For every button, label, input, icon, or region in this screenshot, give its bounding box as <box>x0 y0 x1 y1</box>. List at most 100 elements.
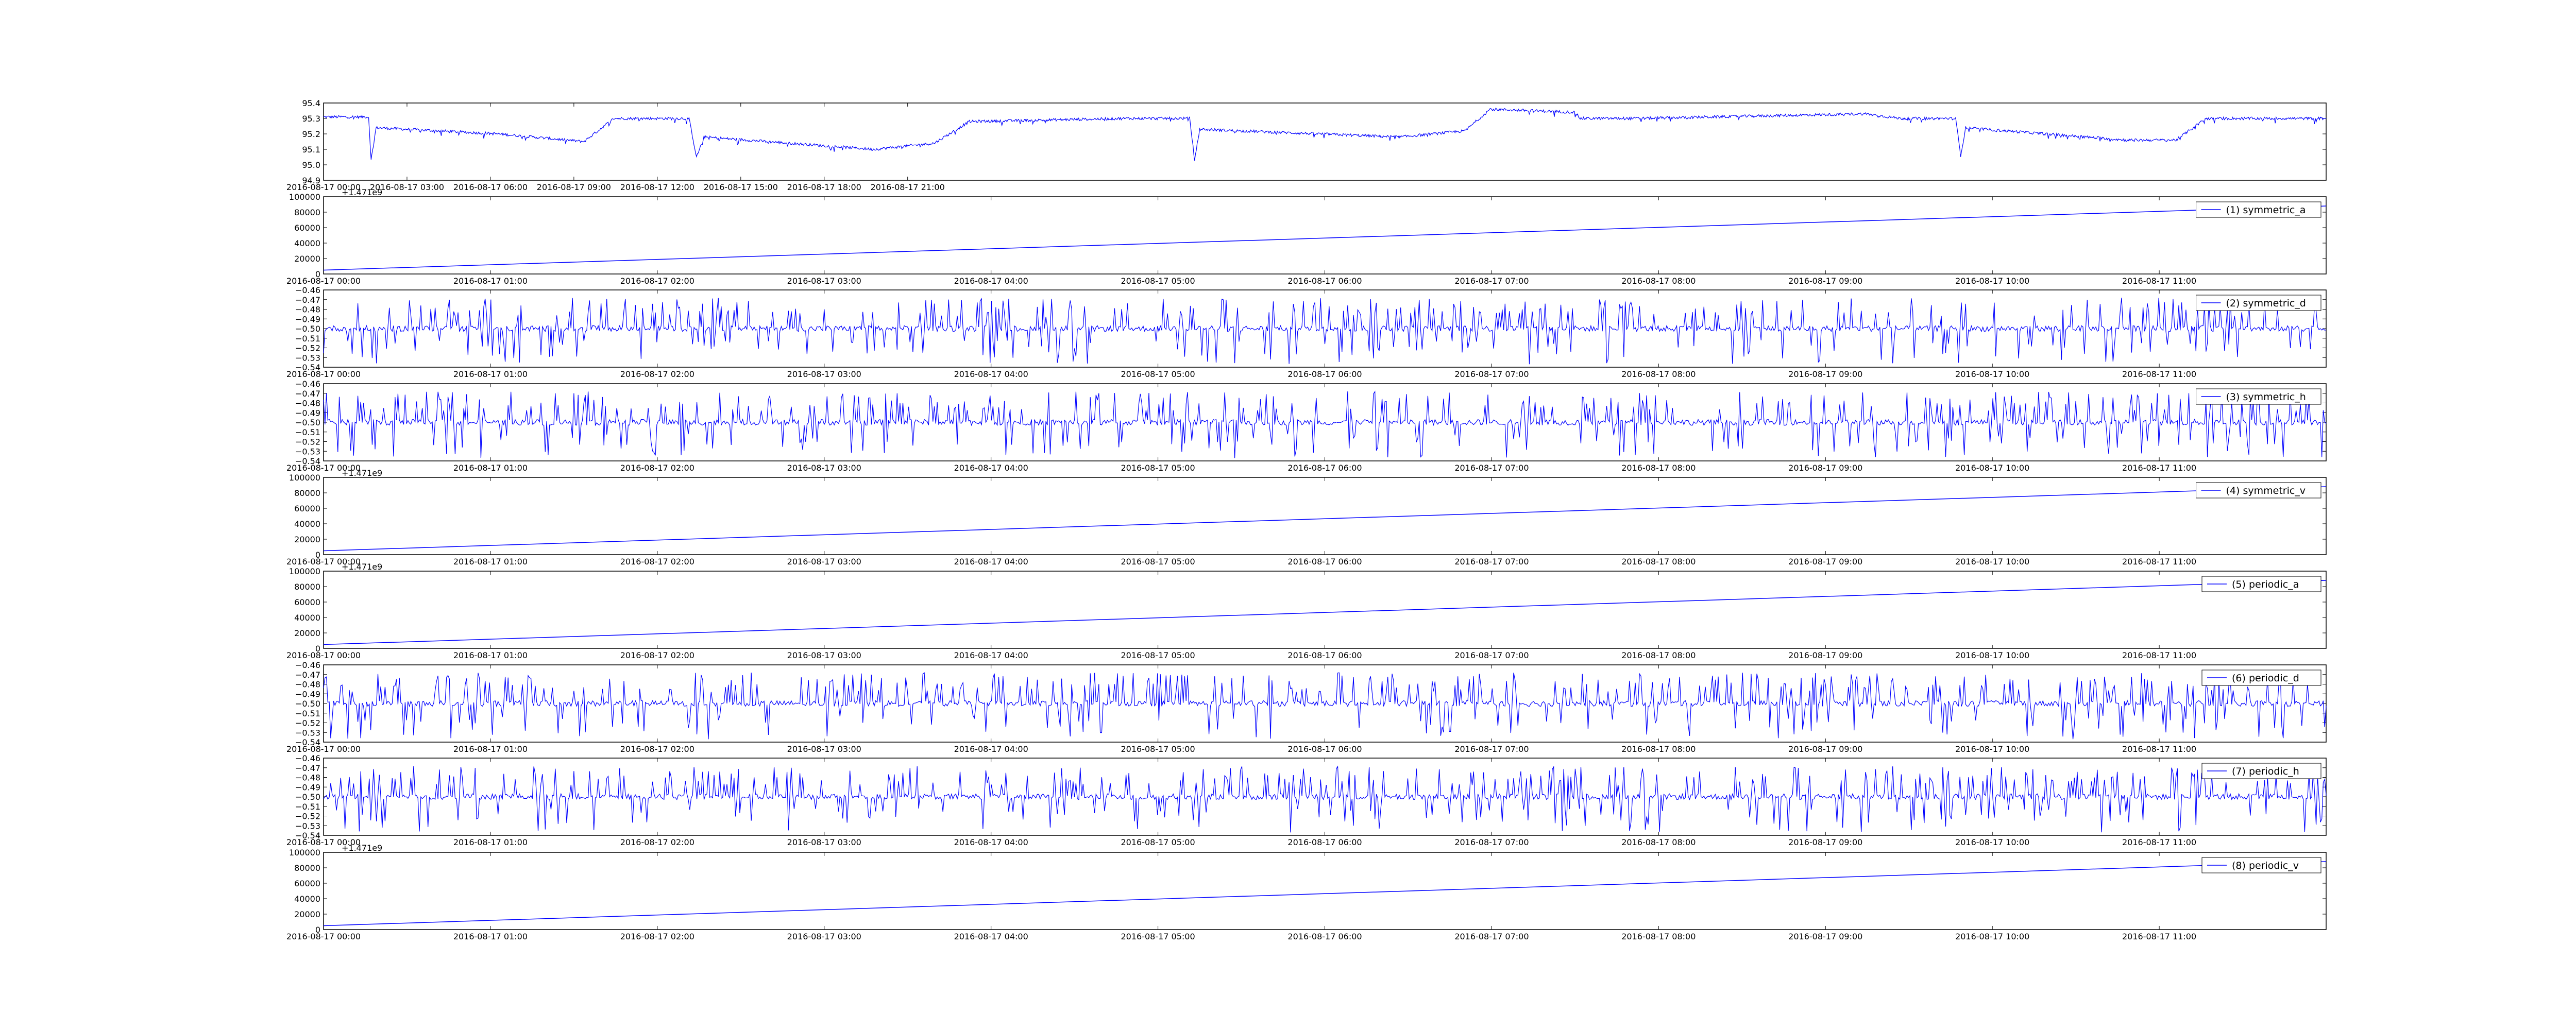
x-tick-label: 2016-08-17 03:00 <box>787 932 861 941</box>
x-tick-label: 2016-08-17 11:00 <box>2122 463 2196 473</box>
legend-label: (5) periodic_a <box>2232 579 2299 590</box>
x-tick-label: 2016-08-17 05:00 <box>1121 369 1195 379</box>
x-tick-label: 2016-08-17 07:00 <box>1454 837 1529 847</box>
y-tick-label: 60000 <box>294 597 320 607</box>
x-tick-label: 2016-08-17 15:00 <box>704 182 778 192</box>
y-tick-label: −0.49 <box>295 408 320 418</box>
subplot-1: 94.9 95.0 95.1 95.2 95.3 95.4 2016-08-17 00:00… <box>286 98 2327 192</box>
y-tick-label: 0 <box>315 550 320 560</box>
x-tick-label: 2016-08-17 03:00 <box>370 182 444 192</box>
x-tick-label: 2016-08-17 00:00 <box>286 276 361 286</box>
x-tick-label: 2016-08-17 04:00 <box>954 276 1028 286</box>
x-tick-label: 2016-08-17 05:00 <box>1121 744 1195 754</box>
x-tick-label: 2016-08-17 03:00 <box>787 650 861 660</box>
x-tick-label: 2016-08-17 11:00 <box>2122 837 2196 847</box>
axes-frame <box>323 758 2327 836</box>
legend-box <box>2201 857 2321 873</box>
x-tick-label: 2016-08-17 01:00 <box>453 932 528 941</box>
y-tick-label: 40000 <box>294 613 320 623</box>
y-tick-label: 100000 <box>289 192 320 202</box>
y-tick-label: −0.46 <box>295 753 320 763</box>
x-tick-label: 2016-08-17 00:00 <box>286 932 361 941</box>
x-tick-label: 2016-08-17 07:00 <box>1454 650 1529 660</box>
x-tick-label: 2016-08-17 04:00 <box>954 837 1028 847</box>
subplot-9: 0 20000 40000 60000 80000 100000 2016-08-17 00… <box>286 843 2327 941</box>
x-tick-label: 2016-08-17 05:00 <box>1121 276 1195 286</box>
axes-frame <box>323 664 2327 743</box>
x-tick-label: 2016-08-17 00:00 <box>286 369 361 379</box>
y-tick-label: 0 <box>315 644 320 654</box>
x-tick-label: 2016-08-17 10:00 <box>1955 276 2029 286</box>
x-tick-label: 2016-08-17 02:00 <box>620 837 694 847</box>
y-tick-label: −0.54 <box>295 831 320 840</box>
y-tick-label: −0.48 <box>295 305 320 315</box>
y-tick-label: −0.49 <box>295 689 320 699</box>
x-tick-label: 2016-08-17 08:00 <box>1621 837 1696 847</box>
x-tick-label: 2016-08-17 04:00 <box>954 557 1028 566</box>
x-tick-label: 2016-08-17 05:00 <box>1121 650 1195 660</box>
series-line <box>323 486 2327 552</box>
axes-frame <box>323 102 2327 181</box>
x-tick-label: 2016-08-17 04:00 <box>954 744 1028 754</box>
y-tick-label: −0.48 <box>295 399 320 408</box>
subplot-8: −0.54−0.53−0.52−0.51−0.50−0.49−0.48−0.47… <box>286 753 2327 847</box>
axes-frame <box>323 571 2327 649</box>
y-tick-label: −0.53 <box>295 353 320 363</box>
y-tick-label: −0.51 <box>295 802 320 812</box>
y-tick-label: −0.46 <box>295 379 320 389</box>
y-tick-label: 80000 <box>294 488 320 498</box>
y-tick-label: 95.1 <box>302 145 320 154</box>
axes-frame <box>323 477 2327 555</box>
x-tick-label: 2016-08-17 11:00 <box>2122 276 2196 286</box>
x-tick-label: 2016-08-17 08:00 <box>1621 744 1696 754</box>
series-line <box>323 765 2327 833</box>
x-tick-label: 2016-08-17 01:00 <box>453 744 528 754</box>
y-tick-label: −0.53 <box>295 447 320 456</box>
x-tick-label: 2016-08-17 08:00 <box>1621 369 1696 379</box>
x-tick-label: 2016-08-17 06:00 <box>1287 276 1362 286</box>
x-tick-label: 2016-08-17 09:00 <box>1788 744 1862 754</box>
y-tick-label: −0.47 <box>295 295 320 305</box>
x-tick-label: 2016-08-17 09:00 <box>1788 463 1862 473</box>
x-tick-label: 2016-08-17 04:00 <box>954 369 1028 379</box>
legend-label: (1) symmetric_a <box>2226 204 2306 216</box>
x-tick-label: 2016-08-17 10:00 <box>1955 650 2029 660</box>
x-tick-label: 2016-08-17 01:00 <box>453 557 528 566</box>
axes-frame <box>323 852 2327 930</box>
y-tick-label: −0.50 <box>295 792 320 802</box>
subplot-4: −0.54−0.53−0.52−0.51−0.50−0.49−0.48−0.47… <box>286 379 2327 473</box>
subplot-3: −0.54−0.53−0.52−0.51−0.50−0.49−0.48−0.47… <box>286 285 2327 379</box>
y-tick-label: 80000 <box>294 863 320 873</box>
y-tick-label: 95.0 <box>302 160 320 170</box>
y-tick-label: −0.53 <box>295 728 320 737</box>
x-tick-label: 2016-08-17 01:00 <box>453 369 528 379</box>
x-tick-label: 2016-08-17 03:00 <box>787 837 861 847</box>
x-tick-label: 2016-08-17 21:00 <box>871 182 945 192</box>
y-tick-label: 60000 <box>294 223 320 233</box>
x-tick-label: 2016-08-17 10:00 <box>1955 837 2029 847</box>
x-tick-label: 2016-08-17 05:00 <box>1121 932 1195 941</box>
legend-label: (8) periodic_v <box>2232 860 2299 871</box>
legend-label: (3) symmetric_h <box>2226 391 2306 403</box>
y-tick-label: −0.47 <box>295 763 320 773</box>
x-tick-label: 2016-08-17 06:00 <box>1287 369 1362 379</box>
y-tick-label: 20000 <box>294 254 320 264</box>
y-offset-label: +1.471e9 <box>342 562 382 572</box>
y-tick-label: 100000 <box>289 566 320 576</box>
y-tick-label: −0.46 <box>295 285 320 295</box>
x-tick-label: 2016-08-17 03:00 <box>787 557 861 566</box>
x-tick-label: 2016-08-17 02:00 <box>620 276 694 286</box>
y-tick-label: 100000 <box>289 473 320 483</box>
x-tick-label: 2016-08-17 11:00 <box>2122 369 2196 379</box>
x-tick-label: 2016-08-17 04:00 <box>954 650 1028 660</box>
legend-label: (2) symmetric_d <box>2226 298 2306 309</box>
y-tick-label: −0.46 <box>295 660 320 670</box>
x-tick-label: 2016-08-17 03:00 <box>787 744 861 754</box>
x-tick-label: 2016-08-17 09:00 <box>1788 557 1862 566</box>
x-tick-label: 2016-08-17 05:00 <box>1121 837 1195 847</box>
x-tick-label: 2016-08-17 12:00 <box>620 182 694 192</box>
x-tick-label: 2016-08-17 06:00 <box>1287 650 1362 660</box>
x-tick-label: 2016-08-17 08:00 <box>1621 650 1696 660</box>
y-tick-label: −0.51 <box>295 334 320 344</box>
subplot-7: −0.54−0.53−0.52−0.51−0.50−0.49−0.48−0.47… <box>286 660 2327 754</box>
